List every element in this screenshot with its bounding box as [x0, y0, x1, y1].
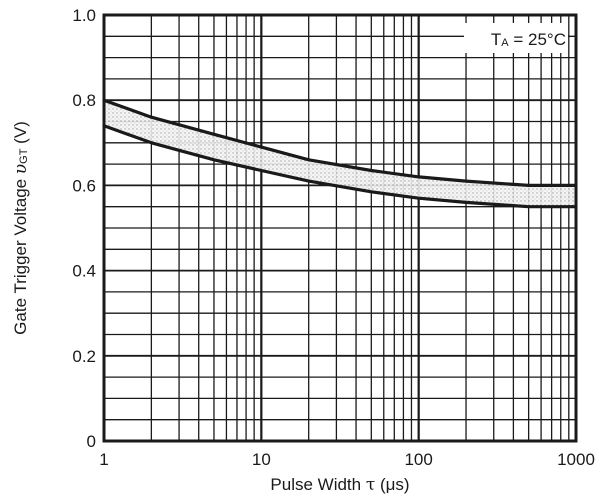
lower-data-point: [150, 141, 153, 144]
lower-data-point: [464, 201, 468, 204]
y-tick-label: 0.2: [72, 347, 96, 366]
lower-boundary-line: [102, 124, 578, 209]
x-tick-label: 1000: [557, 450, 595, 469]
annotation-main: T: [491, 30, 501, 49]
y-axis-title: Gate Trigger Voltage υGT (V): [11, 121, 31, 335]
y-tick-label: 1.0: [72, 6, 96, 25]
voltage-range-band: [104, 100, 576, 207]
x-tick-label: 1: [99, 450, 108, 469]
temperature-annotation: TA = 25°C: [464, 23, 568, 53]
upper-data-point: [464, 179, 468, 183]
upper-data-point: [260, 145, 263, 149]
y-tick-label: 0.6: [72, 176, 96, 195]
band-fill: [104, 100, 576, 207]
upper-data-point: [370, 169, 373, 172]
svg-text:TA = 25°C: TA = 25°C: [491, 30, 566, 49]
x-tick-label: 100: [404, 450, 432, 469]
upper-data-point: [417, 175, 420, 179]
x-tick-label: 10: [252, 450, 271, 469]
y-tick-label: 0.4: [72, 262, 96, 281]
lower-data-point: [212, 158, 216, 162]
grid: [103, 14, 577, 442]
upper-boundary-line: [102, 98, 578, 187]
upper-data-point: [527, 184, 530, 187]
y-tick-label: 0: [87, 432, 96, 451]
upper-data-point: [307, 158, 310, 162]
lower-data-point: [370, 190, 373, 193]
x-axis-title: Pulse Width τ (μs): [270, 475, 409, 495]
upper-data-point: [150, 116, 153, 119]
x-tick-labels: 1 10 100 1000: [99, 450, 595, 469]
lower-data-point: [417, 196, 420, 200]
upper-data-point: [212, 133, 216, 136]
y-tick-labels: 0 0.2 0.4 0.6 0.8 1.0: [72, 6, 96, 451]
lower-data-point: [307, 179, 310, 183]
annotation-subscript: A: [501, 37, 509, 49]
series-lines: [102, 98, 578, 209]
annotation-rest: = 25°C: [509, 30, 566, 49]
plot-frame: [102, 13, 578, 443]
y-tick-label: 0.8: [72, 91, 96, 110]
lower-data-point: [260, 169, 263, 172]
lower-data-point: [527, 205, 530, 208]
